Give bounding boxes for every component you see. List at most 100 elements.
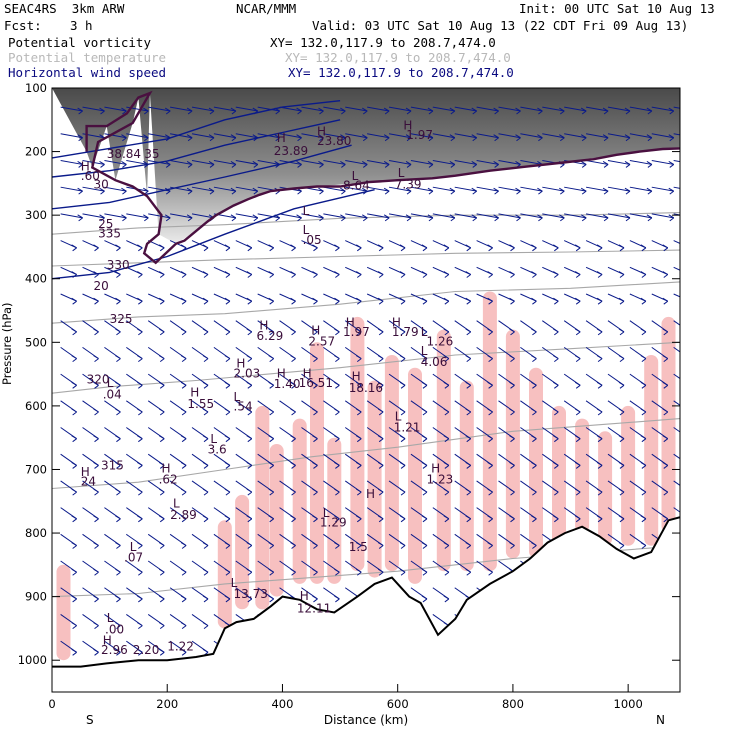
wind-vector <box>607 106 631 112</box>
wind-vector-head <box>230 107 237 115</box>
cloud-band-7 <box>327 437 342 584</box>
y-tick-label: 500 <box>25 335 47 349</box>
wind-vector-head <box>465 435 472 443</box>
wind-vector-head <box>208 134 215 142</box>
wind-vector-head <box>377 435 384 443</box>
annotation-label: H <box>300 589 309 603</box>
wind-vector-head <box>531 461 537 469</box>
wind-vector-head <box>574 461 581 469</box>
wind-vector-head <box>99 187 105 195</box>
wind-vector-head <box>362 134 368 142</box>
wind-vector <box>607 159 631 165</box>
wind-vector-head <box>624 187 631 195</box>
wind-vector <box>148 159 171 165</box>
annotation-label: 13.73 <box>234 587 268 601</box>
annotation-label: 8.64 <box>343 179 370 193</box>
wind-vector-head <box>662 297 669 305</box>
annotation-label: 35 <box>144 147 159 161</box>
wind-vector-head <box>596 515 603 523</box>
wind-vector-head <box>312 568 318 576</box>
wind-vector-head <box>268 515 274 523</box>
wind-vector-head <box>377 381 384 389</box>
annotation-label: 1.26 <box>427 335 454 349</box>
wind-vector <box>323 213 346 219</box>
wind-vector <box>148 186 171 192</box>
wind-vector-head <box>230 214 237 222</box>
wind-vector-head <box>383 161 390 168</box>
annotation-label: H <box>317 125 326 139</box>
wind-vector-head <box>553 381 559 389</box>
wind-vector-head <box>137 435 143 443</box>
wind-vector <box>345 213 368 219</box>
wind-vector-head <box>596 488 603 496</box>
wind-vector-head <box>230 161 237 168</box>
wind-vector-head <box>137 297 143 305</box>
wind-vector-head <box>158 488 165 496</box>
wind-vector <box>104 186 127 192</box>
wind-vector <box>476 159 499 165</box>
wind-vector-head <box>662 408 669 416</box>
wind-vector-head <box>531 271 537 278</box>
wind-vector-head <box>574 515 581 523</box>
cloud-band-5 <box>292 418 307 584</box>
x-tick-label: 1000 <box>614 697 643 711</box>
wind-vector-head <box>137 408 143 416</box>
y-axis-label: Pressure (hPa) <box>0 302 14 386</box>
wind-vector-head <box>99 161 105 168</box>
wind-vector-head <box>356 568 362 576</box>
wind-vector-head <box>158 461 165 469</box>
wind-vector-head <box>427 161 434 168</box>
cloud-band-22 <box>661 316 676 534</box>
annotation-label: 2.96 <box>101 643 128 657</box>
wind-vector <box>213 133 236 139</box>
annotation-label: L <box>234 390 241 404</box>
y-tick-label: 400 <box>25 272 47 286</box>
wind-vector-head <box>399 435 406 443</box>
field-xy-wind: XY= 132.0,117.9 to 208.7,474.0 <box>288 65 514 80</box>
wind-vector-head <box>164 161 171 168</box>
y-tick-label: 1000 <box>18 653 47 667</box>
annotation-label: H <box>259 319 268 333</box>
wind-vector-head <box>158 271 165 278</box>
wind-vector-head <box>268 542 274 549</box>
wind-vector-head <box>290 435 296 443</box>
wind-vector-head <box>531 435 537 443</box>
wind-vector-head <box>164 187 171 195</box>
wind-vector-head <box>553 515 559 523</box>
wind-vector-head <box>71 271 77 278</box>
wind-vector <box>432 159 455 165</box>
wind-vector-head <box>443 435 450 443</box>
wind-vector-head <box>246 408 253 416</box>
wind-vector-head <box>399 297 406 305</box>
wind-vector-head <box>224 244 231 252</box>
annotation-label: 3.6 <box>208 443 227 457</box>
y-tick-label: 200 <box>25 145 47 159</box>
wind-vector <box>279 133 302 139</box>
wind-vector-head <box>377 328 384 336</box>
wind-vector-head <box>180 328 187 336</box>
wind-vector-head <box>158 595 165 603</box>
annotation-label: 315 <box>101 459 124 473</box>
wind-vector <box>673 240 680 244</box>
wind-vector-head <box>574 408 581 416</box>
terrain-line <box>52 516 680 668</box>
annotation-label: 1.29 <box>320 516 347 530</box>
cloud-band-2 <box>235 494 250 610</box>
wind-vector-head <box>246 244 253 252</box>
wind-vector-head <box>137 542 143 549</box>
wind-vector <box>279 213 302 219</box>
wind-vector-head <box>399 408 406 416</box>
wind-vector <box>673 507 680 513</box>
wind-vector-head <box>137 515 143 523</box>
annotation-label: L <box>303 204 310 218</box>
wind-vector <box>629 186 652 192</box>
wind-vector-head <box>559 134 565 142</box>
wind-vector <box>498 133 521 139</box>
cloud-band-15 <box>505 329 520 559</box>
wind-vector-head <box>290 461 296 469</box>
wind-vector-head <box>421 271 428 278</box>
wind-vector <box>498 213 521 219</box>
wind-vector-head <box>334 435 340 443</box>
wind-vector-head <box>77 134 83 142</box>
wind-vector-head <box>493 161 499 168</box>
